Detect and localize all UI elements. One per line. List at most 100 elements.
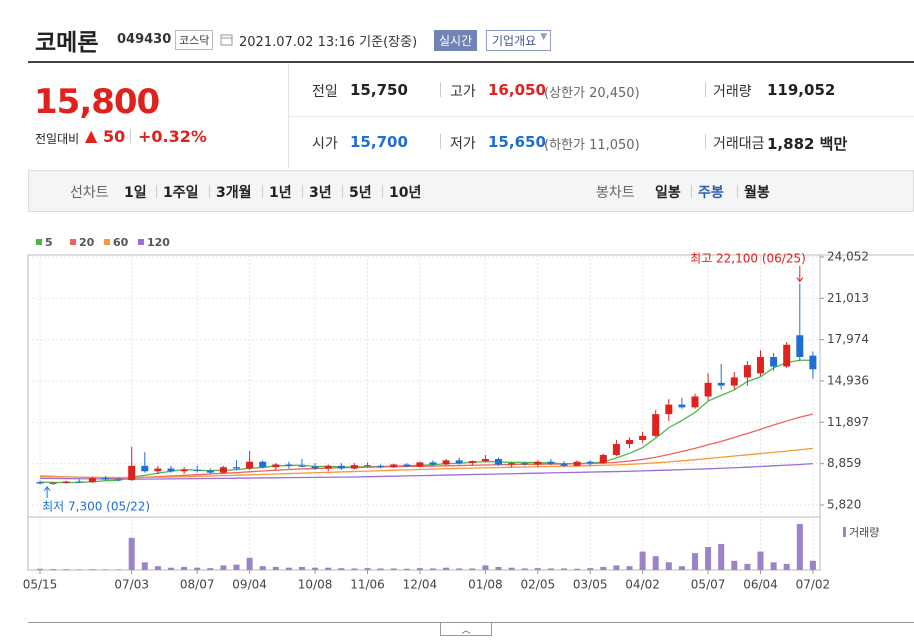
separator bbox=[342, 185, 343, 198]
period-tab[interactable]: 1주일 bbox=[163, 185, 199, 201]
volume-bar bbox=[128, 537, 135, 570]
cell-value: 15,750 bbox=[350, 81, 408, 99]
candle-body bbox=[233, 467, 240, 469]
volume-bar bbox=[416, 568, 423, 570]
volume-bar bbox=[194, 567, 201, 570]
top-rule bbox=[28, 61, 914, 63]
candle-body bbox=[626, 439, 633, 445]
candle-body bbox=[337, 465, 345, 469]
stock-name: 코메론 bbox=[35, 30, 99, 56]
volume-bar bbox=[521, 568, 528, 570]
volume-bar bbox=[613, 565, 620, 570]
candle-body bbox=[508, 463, 516, 465]
volume-bar bbox=[154, 566, 161, 570]
period-bar bbox=[28, 170, 914, 212]
volume-bar bbox=[744, 563, 751, 570]
legend-label: 5 bbox=[45, 236, 53, 249]
candle-body bbox=[128, 465, 136, 481]
volume-bar bbox=[809, 560, 816, 570]
separator bbox=[302, 185, 303, 198]
candle-body bbox=[88, 478, 96, 483]
cell-value: 15,700 bbox=[350, 133, 408, 151]
period-tab[interactable]: 10년 bbox=[389, 185, 422, 201]
candle-body bbox=[167, 468, 175, 472]
separator bbox=[262, 185, 263, 198]
candle-body bbox=[783, 344, 791, 367]
candle-tab[interactable]: 일봉 bbox=[655, 185, 681, 201]
cell-label: 고가 bbox=[450, 84, 476, 100]
candle-body bbox=[534, 461, 542, 465]
candle-body bbox=[704, 382, 712, 397]
timestamp: 2021.07.02 13:16 기준(장중) bbox=[239, 35, 418, 50]
candle-body bbox=[75, 481, 83, 483]
stock-code: 049430 bbox=[117, 32, 172, 47]
x-tick-label: 06/04 bbox=[743, 578, 778, 592]
candle-tab[interactable]: 월봉 bbox=[744, 185, 770, 201]
dropdown-arrow: ▼ bbox=[540, 32, 548, 42]
volume-bar bbox=[390, 568, 397, 570]
volume-bar bbox=[587, 568, 594, 570]
candle-body bbox=[547, 461, 555, 464]
volume-bar bbox=[718, 543, 725, 570]
candle-body bbox=[141, 465, 149, 472]
collapse-button[interactable]: ︿ bbox=[440, 623, 492, 636]
annotation-arrow bbox=[43, 486, 51, 498]
candle-body bbox=[115, 479, 123, 481]
realtime-button[interactable]: 실시간 bbox=[434, 30, 478, 51]
volume-bar bbox=[37, 568, 43, 570]
volume-bar bbox=[76, 569, 83, 570]
y-tick-label: 21,013 bbox=[827, 291, 869, 305]
volume-bar bbox=[482, 565, 489, 570]
candle-body bbox=[809, 355, 817, 370]
candle-tab[interactable]: 주봉 bbox=[698, 185, 724, 201]
volume-bar bbox=[547, 568, 554, 570]
candle-body bbox=[796, 335, 804, 358]
plot-frame bbox=[27, 254, 821, 571]
period-tab[interactable]: 1일 bbox=[124, 185, 147, 201]
legend-swatch bbox=[70, 239, 76, 245]
volume-bar bbox=[626, 566, 633, 570]
candle-body bbox=[193, 469, 201, 471]
company-button[interactable]: 기업개요 ▼ bbox=[486, 30, 552, 51]
candle-body bbox=[665, 404, 673, 415]
legend-swatch bbox=[138, 239, 144, 245]
candle-body bbox=[612, 444, 620, 455]
volume-bar bbox=[600, 566, 607, 570]
volume-bar bbox=[430, 568, 436, 570]
candle-body bbox=[403, 464, 411, 467]
separator bbox=[156, 185, 157, 198]
period-tab[interactable]: 3개월 bbox=[216, 185, 252, 201]
volume-bar bbox=[665, 562, 672, 570]
y-tick-label: 8,859 bbox=[827, 456, 861, 470]
volume-bar bbox=[469, 568, 476, 570]
x-tick-label: 05/07 bbox=[691, 578, 726, 592]
candle-body bbox=[468, 461, 476, 464]
volume-bar bbox=[561, 568, 567, 570]
volume-bar bbox=[443, 567, 450, 570]
x-tick-label: 12/04 bbox=[403, 578, 438, 592]
y-tick-label: 5,820 bbox=[827, 498, 861, 512]
candle-body bbox=[599, 454, 607, 464]
volume-bar bbox=[246, 557, 253, 570]
candle-body bbox=[652, 414, 660, 436]
cell-value: 16,050 bbox=[488, 81, 546, 99]
period-tab[interactable]: 3년 bbox=[309, 185, 332, 201]
volume-bar bbox=[50, 569, 57, 570]
volume-bar bbox=[168, 567, 174, 570]
cell-label: 전일 bbox=[312, 84, 338, 100]
volume-bar bbox=[652, 556, 659, 570]
volume-legend-swatch bbox=[843, 527, 846, 537]
candle-body bbox=[730, 377, 738, 386]
annotation: 최고 22,100 (06/25) bbox=[690, 252, 806, 266]
volume-bar bbox=[299, 566, 305, 570]
line-chart-label: 선차트 bbox=[70, 185, 109, 201]
period-tab[interactable]: 5년 bbox=[349, 185, 372, 201]
volume-bar bbox=[115, 569, 122, 570]
candle-body bbox=[350, 465, 358, 469]
candle-body bbox=[743, 365, 751, 378]
candle-body bbox=[442, 460, 450, 465]
volume-bar bbox=[181, 566, 188, 570]
volume-bar bbox=[456, 568, 463, 570]
period-tab[interactable]: 1년 bbox=[269, 185, 292, 201]
